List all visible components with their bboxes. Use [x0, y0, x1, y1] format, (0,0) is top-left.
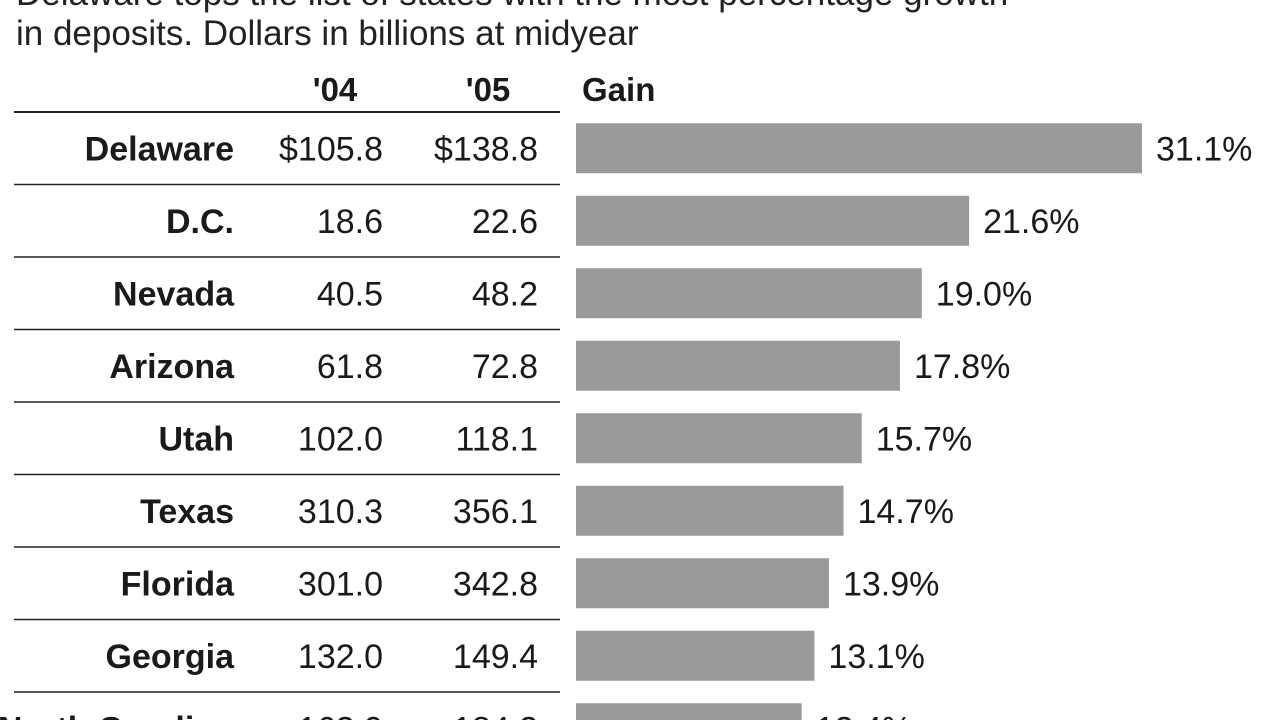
row-value-04-1: 18.6 [317, 203, 383, 241]
bar-7 [576, 630, 815, 681]
row-label-8: North Carolina [0, 710, 235, 720]
bar-value-label-2: 19.0% [936, 275, 1032, 313]
bar-3 [576, 340, 900, 391]
row-label-0: Delaware [85, 130, 234, 168]
row-value-05-2: 48.2 [472, 275, 538, 313]
bar-0 [576, 123, 1142, 174]
bar-value-label-5: 14.7% [858, 493, 954, 531]
row-value-04-6: 301.0 [298, 565, 383, 603]
row-value-04-0: $105.8 [279, 130, 383, 168]
row-value-04-8: 163.9 [298, 710, 383, 720]
bar-5 [576, 485, 844, 536]
bar-8 [576, 703, 802, 720]
row-label-2: Nevada [113, 275, 235, 313]
row-value-05-1: 22.6 [472, 203, 538, 241]
row-value-05-4: 118.1 [455, 420, 538, 458]
bar-value-label-4: 15.7% [876, 420, 972, 458]
row-value-05-7: 149.4 [453, 638, 538, 676]
row-value-05-0: $138.8 [434, 130, 538, 168]
row-label-7: Georgia [106, 638, 236, 676]
col-header-04: '04 [312, 71, 358, 108]
row-value-05-6: 342.8 [453, 565, 538, 603]
row-value-05-5: 356.1 [453, 493, 538, 531]
row-value-04-7: 132.0 [298, 638, 383, 676]
bar-value-label-3: 17.8% [914, 348, 1010, 386]
row-value-05-8: 184.2 [453, 710, 538, 720]
row-label-1: D.C. [166, 203, 234, 241]
bar-value-label-0: 31.1% [1156, 130, 1252, 168]
chart-subtitle: Delaware tops the list of states with th… [16, 0, 1008, 53]
bar-4 [576, 413, 862, 464]
row-value-04-5: 310.3 [298, 493, 383, 531]
row-value-05-3: 72.8 [472, 348, 538, 386]
bar-2 [576, 268, 922, 319]
row-label-4: Utah [158, 420, 234, 458]
bar-6 [576, 558, 829, 609]
bar-1 [576, 195, 970, 246]
row-label-5: Texas [140, 493, 234, 531]
row-label-6: Florida [121, 565, 235, 603]
bar-value-label-7: 13.1% [828, 638, 924, 676]
bar-value-label-6: 13.9% [843, 565, 939, 603]
row-value-04-2: 40.5 [317, 275, 383, 313]
bar-value-label-8: 12.4% [816, 710, 912, 720]
row-value-04-3: 61.8 [317, 348, 383, 386]
col-header-gain: Gain [582, 71, 656, 108]
col-header-05: '05 [465, 71, 511, 108]
row-label-3: Arizona [109, 348, 235, 386]
row-value-04-4: 102.0 [298, 420, 383, 458]
bar-value-label-1: 21.6% [983, 203, 1079, 241]
